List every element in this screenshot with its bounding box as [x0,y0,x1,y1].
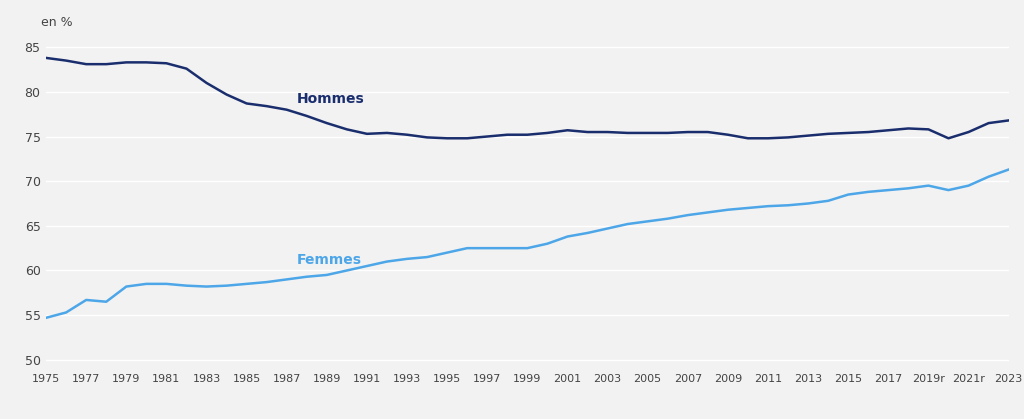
Text: Hommes: Hommes [297,92,365,106]
Text: en %: en % [41,16,73,29]
Text: Femmes: Femmes [297,253,361,267]
